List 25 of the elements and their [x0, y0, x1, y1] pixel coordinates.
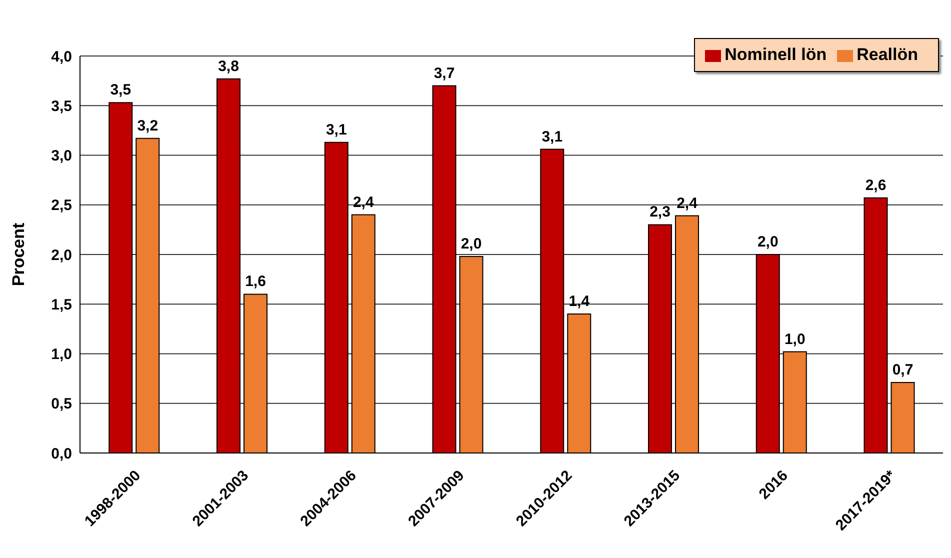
data-label: 3,5	[110, 82, 132, 99]
data-label: 3,8	[218, 58, 239, 75]
y-tick-label: 3,0	[51, 148, 72, 165]
y-tick-label: 0,0	[51, 445, 72, 462]
data-label: 2,0	[757, 234, 778, 250]
y-tick-label: 2,5	[51, 197, 72, 214]
data-label: 2,3	[650, 204, 670, 221]
y-tick-label: 4,0	[51, 48, 72, 66]
y-tick-label: 1,5	[51, 296, 72, 314]
data-label: 3,2	[137, 117, 158, 134]
y-tick-label: 0,5	[51, 396, 72, 413]
legend-label: Reallön	[856, 45, 918, 64]
data-label: 2,0	[460, 235, 482, 252]
y-tick-label: 1,0	[51, 346, 72, 364]
data-label: 1,6	[245, 273, 266, 290]
y-axis-title: Procent	[9, 222, 28, 286]
y-tick-label: 3,5	[51, 98, 72, 115]
y-tick-label: 2,0	[51, 246, 72, 264]
data-label: 1,0	[784, 330, 806, 348]
data-label: 3,7	[434, 64, 455, 82]
data-label: 2,6	[865, 176, 886, 194]
data-label: 3,1	[326, 121, 347, 138]
data-label: 0,7	[892, 362, 914, 379]
legend-label: Nominell lön	[724, 45, 827, 64]
data-label: 3,1	[542, 128, 563, 146]
